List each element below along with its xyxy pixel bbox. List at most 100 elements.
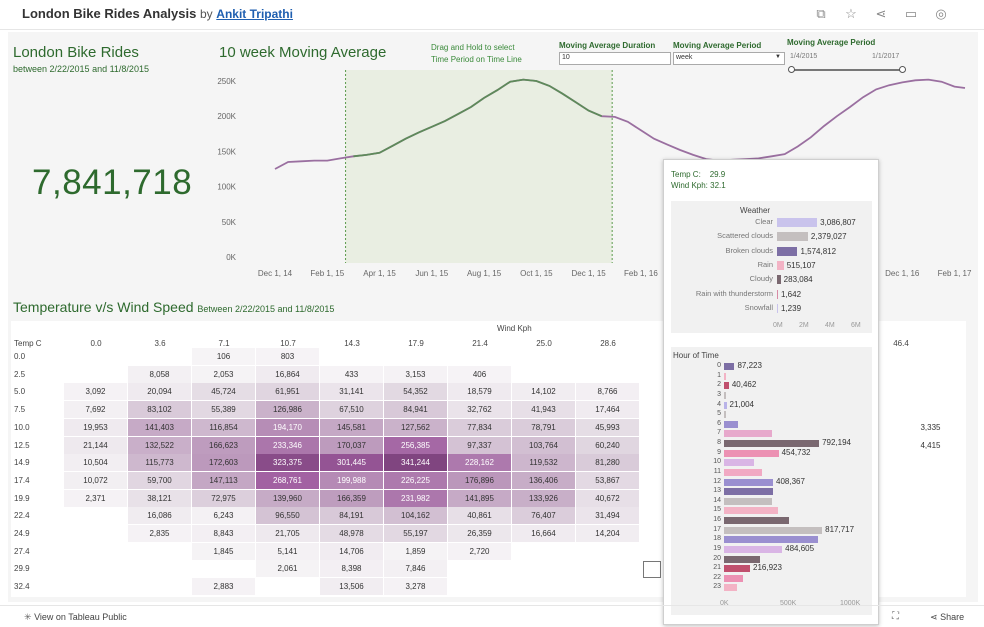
heatmap-cell[interactable]: 96,550 <box>256 507 319 525</box>
heatmap-cell[interactable]: 119,532 <box>512 454 575 472</box>
heatmap-cell[interactable]: 14,204 <box>576 525 639 542</box>
view-on-tableau-link[interactable]: ✳ View on Tableau Public <box>24 612 127 623</box>
heatmap-cell[interactable]: 176,896 <box>448 471 511 489</box>
heatmap-cell[interactable] <box>576 578 639 595</box>
heatmap-cell[interactable]: 2,061 <box>256 560 319 578</box>
heatmap-cell[interactable]: 61,951 <box>256 383 319 401</box>
range-slider[interactable] <box>788 66 906 73</box>
heatmap-cell[interactable]: 301,445 <box>320 454 383 472</box>
heatmap-cell[interactable] <box>64 366 127 383</box>
heatmap-cell[interactable]: 323,375 <box>256 454 319 472</box>
heatmap-cell[interactable]: 2,371 <box>64 489 127 507</box>
fullscreen-icon[interactable]: ⛶ <box>892 611 899 622</box>
heatmap-cell[interactable]: 31,141 <box>320 383 383 401</box>
comment-icon[interactable]: ▭ <box>904 6 918 21</box>
heatmap-cell[interactable]: 6,243 <box>192 507 255 525</box>
heatmap-cell[interactable]: 104,162 <box>384 507 447 525</box>
profile-icon[interactable]: ◎ <box>935 6 947 21</box>
heatmap-cell[interactable]: 59,700 <box>128 471 191 489</box>
heatmap-cell[interactable]: 26,359 <box>448 525 511 542</box>
heatmap-cell[interactable]: 433 <box>320 365 383 383</box>
heatmap-cell[interactable]: 5,141 <box>256 542 319 560</box>
heatmap-cell[interactable]: 172,603 <box>192 454 255 472</box>
heatmap-cell[interactable]: 97,337 <box>448 436 511 454</box>
heatmap-cell[interactable]: 4,415 <box>920 440 941 450</box>
heatmap-cell[interactable] <box>128 348 191 365</box>
heatmap-cell[interactable]: 803 <box>256 348 319 365</box>
star-icon[interactable]: ☆ <box>845 6 857 21</box>
heatmap-cell[interactable]: 226,225 <box>384 471 447 489</box>
heatmap-cell[interactable] <box>512 543 575 560</box>
heatmap-cell[interactable] <box>576 366 639 383</box>
heatmap-cell[interactable]: 38,121 <box>128 489 191 507</box>
heatmap-cell[interactable]: 2,720 <box>448 542 511 560</box>
duration-input[interactable]: 10 <box>559 52 671 65</box>
heatmap-cell[interactable]: 1,845 <box>192 542 255 560</box>
heatmap-cell[interactable]: 32,762 <box>448 401 511 419</box>
heatmap-cell[interactable]: 45,993 <box>576 418 639 436</box>
heatmap-cell[interactable]: 16,864 <box>256 365 319 383</box>
heatmap-cell[interactable] <box>128 560 191 577</box>
heatmap-cell[interactable] <box>64 543 127 560</box>
range-start-handle[interactable] <box>788 66 795 73</box>
heatmap-cell[interactable]: 127,562 <box>384 418 447 436</box>
heatmap-cell[interactable]: 3,335 <box>920 422 941 432</box>
heatmap-cell[interactable] <box>64 348 127 365</box>
heatmap-cell[interactable]: 199,988 <box>320 471 383 489</box>
heatmap-cell[interactable]: 48,978 <box>320 525 383 542</box>
heatmap-cell[interactable]: 116,854 <box>192 418 255 436</box>
heatmap-cell[interactable] <box>256 578 319 595</box>
heatmap-cell[interactable] <box>512 560 575 577</box>
heatmap-cell[interactable]: 83,102 <box>128 401 191 419</box>
heatmap-cell[interactable]: 268,761 <box>256 471 319 489</box>
heatmap-cell[interactable]: 20,094 <box>128 383 191 401</box>
heatmap-cell[interactable]: 31,494 <box>576 507 639 525</box>
heatmap-cell[interactable] <box>320 348 383 365</box>
heatmap-cell[interactable]: 126,986 <box>256 401 319 419</box>
heatmap-cell[interactable]: 3,092 <box>64 383 127 401</box>
heatmap-cell[interactable]: 166,359 <box>320 489 383 507</box>
heatmap-cell[interactable] <box>576 543 639 560</box>
heatmap-cell[interactable]: 256,385 <box>384 436 447 454</box>
heatmap-cell[interactable]: 106 <box>192 348 255 365</box>
heatmap-cell[interactable]: 45,724 <box>192 383 255 401</box>
share-button[interactable]: ⋖ Share <box>930 612 964 623</box>
heatmap-cell[interactable]: 60,240 <box>576 436 639 454</box>
heatmap-cell[interactable]: 8,766 <box>576 383 639 401</box>
heatmap-cell[interactable]: 103,764 <box>512 436 575 454</box>
heatmap-cell[interactable]: 233,346 <box>256 436 319 454</box>
heatmap-cell[interactable] <box>64 560 127 577</box>
heatmap-cell[interactable]: 147,113 <box>192 471 255 489</box>
heatmap-cell[interactable]: 77,834 <box>448 418 511 436</box>
heatmap-cell[interactable]: 16,664 <box>512 525 575 542</box>
heatmap-cell[interactable]: 10,072 <box>64 471 127 489</box>
heatmap-cell[interactable]: 141,403 <box>128 418 191 436</box>
heatmap-cell[interactable]: 341,244 <box>384 454 447 472</box>
heatmap-cell[interactable]: 18,579 <box>448 383 511 401</box>
heatmap-cell[interactable]: 228,162 <box>448 454 511 472</box>
heatmap-cell[interactable]: 166,623 <box>192 436 255 454</box>
heatmap-cell[interactable] <box>448 560 511 577</box>
heatmap-cell[interactable]: 17,464 <box>576 401 639 419</box>
heatmap-cell[interactable]: 40,861 <box>448 507 511 525</box>
heatmap-cell[interactable] <box>576 560 639 577</box>
heatmap-cell[interactable]: 115,773 <box>128 454 191 472</box>
heatmap-cell[interactable] <box>384 348 447 365</box>
heatmap-cell[interactable]: 8,843 <box>192 525 255 542</box>
heatmap-cell[interactable]: 21,144 <box>64 436 127 454</box>
heatmap-cell[interactable]: 145,581 <box>320 418 383 436</box>
heatmap-cell[interactable] <box>512 366 575 383</box>
heatmap-cell[interactable]: 141,895 <box>448 489 511 507</box>
heatmap-cell[interactable] <box>512 348 575 365</box>
heatmap-cell[interactable] <box>576 348 639 365</box>
heatmap-cell[interactable]: 136,406 <box>512 471 575 489</box>
heatmap-cell[interactable]: 10,504 <box>64 454 127 472</box>
share-icon[interactable]: ⋖ <box>875 6 887 21</box>
heatmap-cell[interactable] <box>192 560 255 577</box>
heatmap-cell[interactable]: 406 <box>448 365 511 383</box>
heatmap-cell[interactable]: 41,943 <box>512 401 575 419</box>
heatmap-cell[interactable]: 54,352 <box>384 383 447 401</box>
heatmap-cell[interactable]: 78,791 <box>512 418 575 436</box>
heatmap-cell[interactable]: 55,389 <box>192 401 255 419</box>
heatmap-cell[interactable]: 3,153 <box>384 365 447 383</box>
